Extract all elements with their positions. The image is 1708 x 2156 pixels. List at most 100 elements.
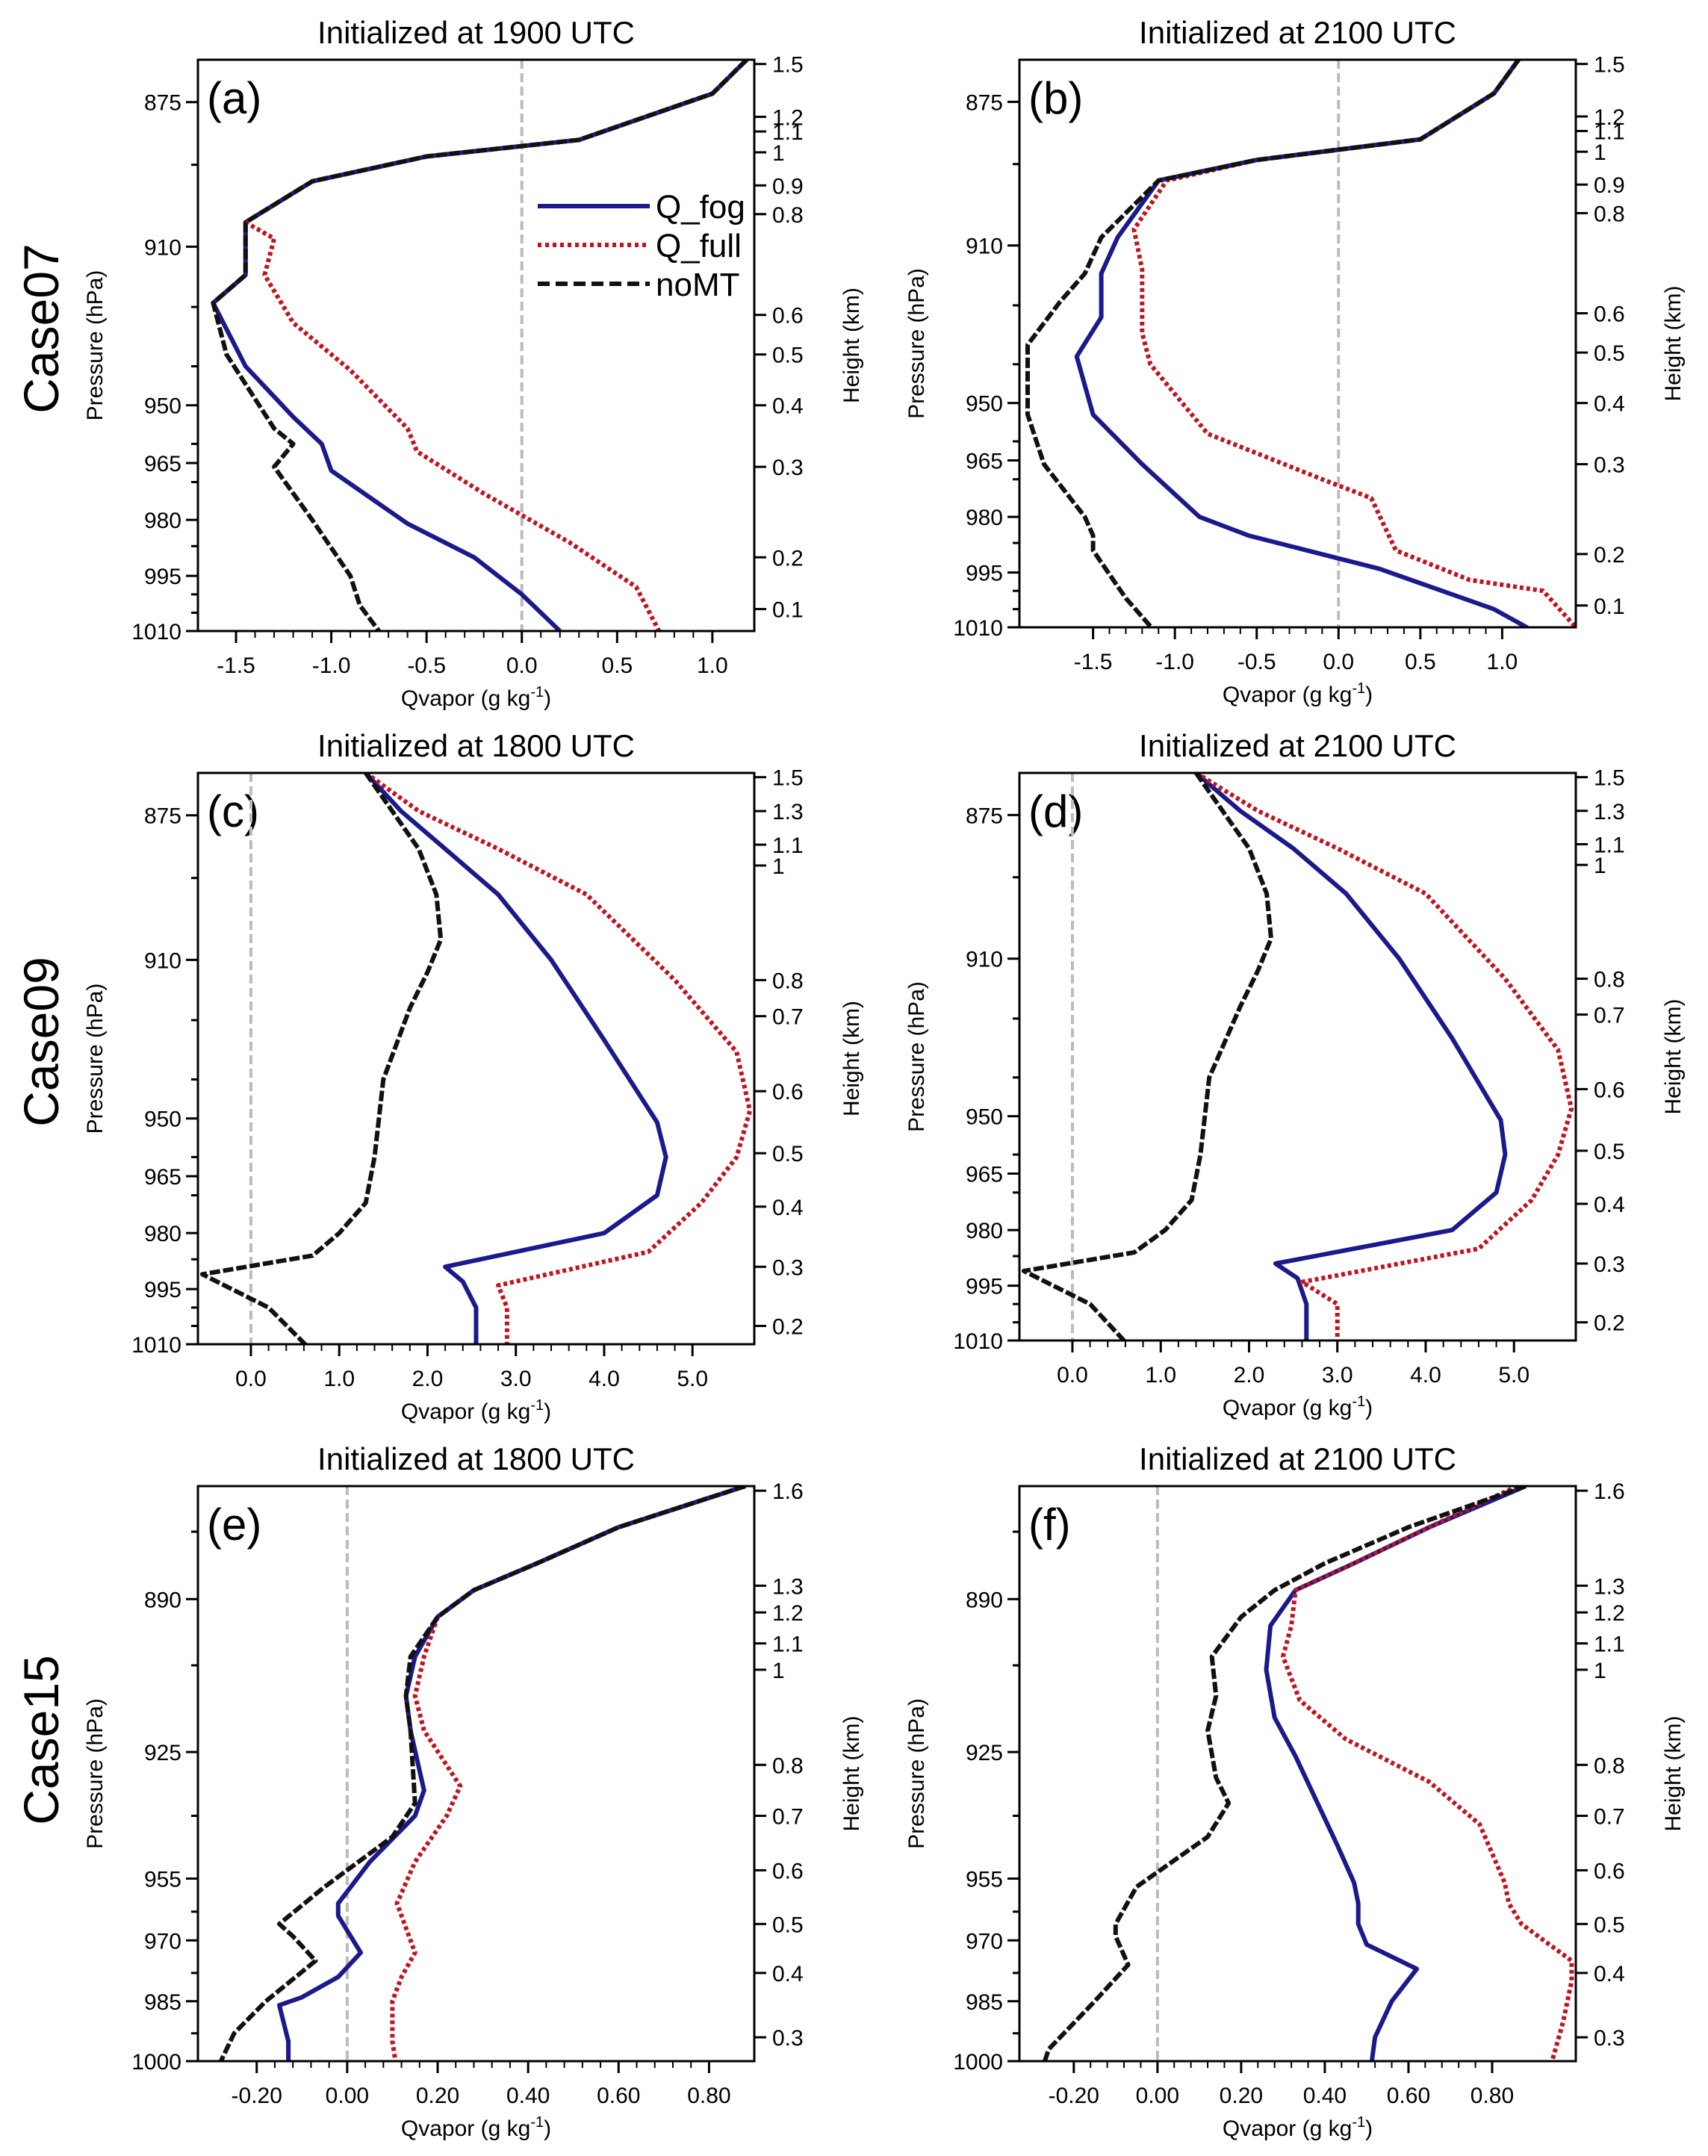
- height-tick-label: 0.9: [772, 174, 804, 199]
- y-tick-label: 1010: [131, 1333, 181, 1358]
- panel-e: Initialized at 1800 UTC (e) 890 925 955 970 98…: [83, 1441, 864, 2141]
- y-tick-label: 995: [966, 1275, 1003, 1299]
- y-tick-label: 890: [966, 1588, 1003, 1612]
- panel-title: Initialized at 2100 UTC: [1139, 728, 1456, 763]
- x-tick-label: -0.20: [1049, 2084, 1099, 2108]
- height-tick-label: 1.5: [1594, 53, 1625, 78]
- y-tick-label: 995: [144, 565, 181, 589]
- x-tick-label: 0.00: [1136, 2084, 1179, 2108]
- height-tick-label: 1.2: [772, 105, 804, 130]
- y-tick-label: 1010: [953, 616, 1003, 641]
- y-tick-label: 955: [144, 1868, 181, 1892]
- y-tick-label: 1000: [953, 2050, 1003, 2075]
- x-tick-label: 1.0: [323, 1367, 355, 1391]
- x-tick-label: 0.80: [687, 2084, 730, 2108]
- height-tick-label: 1: [1594, 854, 1606, 878]
- panel-title: Initialized at 1800 UTC: [317, 1441, 635, 1476]
- y-axis-label: Pressure (hPa): [904, 981, 929, 1132]
- height-tick-label: 1.5: [1594, 766, 1625, 791]
- x-tick-label: 5.0: [677, 1367, 708, 1391]
- series-line-q-full: [1194, 773, 1574, 1340]
- y-tick-label: 875: [144, 91, 181, 116]
- x-tick-label: 0.60: [1387, 2084, 1430, 2108]
- x-tick-label: 0.0: [1323, 650, 1354, 674]
- height-tick-label: 1.5: [772, 766, 804, 791]
- x-tick-label: 1.0: [1487, 650, 1518, 674]
- x-tick-label: 0.5: [601, 653, 633, 678]
- height-tick-label: 1.3: [1594, 1574, 1625, 1599]
- panel-f: Initialized at 2100 UTC (f) 890 925 955 970 98…: [904, 1441, 1686, 2141]
- y-tick-label: 875: [966, 90, 1003, 115]
- height-tick-label: 0.6: [1594, 302, 1625, 326]
- plot-frame: [196, 58, 756, 633]
- height-tick-label: 1: [772, 854, 785, 879]
- x-tick-label: 0.0: [235, 1367, 267, 1391]
- x-axis-label: Qvapor (g kg-1): [1223, 1394, 1373, 1420]
- x-tick-label: 4.0: [1410, 1363, 1441, 1388]
- y2-axis-label: Height (km): [839, 1001, 864, 1116]
- panel-letter: (f): [1028, 1500, 1071, 1550]
- panel-letter: (e): [207, 1500, 261, 1550]
- height-tick-label: 0.3: [772, 1255, 804, 1280]
- height-tick-label: 0.4: [772, 394, 804, 419]
- y-tick-label: 985: [144, 1990, 181, 2015]
- height-tick-label: 0.8: [1594, 1753, 1625, 1778]
- panel-letter: (d): [1028, 786, 1083, 836]
- height-tick-label: 0.5: [772, 1142, 804, 1166]
- height-tick-label: 0.8: [1594, 968, 1625, 992]
- series-line-nomt: [211, 60, 748, 631]
- height-tick-label: 1: [1594, 1659, 1606, 1683]
- height-tick-label: 1.1: [772, 120, 804, 145]
- height-tick-label: 1.1: [1594, 119, 1625, 144]
- y-axis-label: Pressure (hPa): [904, 1698, 929, 1849]
- y-tick-label: 950: [144, 394, 181, 419]
- series-line-nomt: [1025, 60, 1521, 627]
- y2-axis-label: Height (km): [1661, 998, 1686, 1114]
- height-tick-label: 0.8: [772, 1753, 804, 1778]
- height-tick-label: 1.1: [772, 1632, 804, 1657]
- y2-axis-label: Height (km): [1661, 285, 1686, 401]
- plot-area: [1025, 60, 1576, 627]
- x-axis-label: Qvapor (g kg-1): [1223, 680, 1373, 707]
- height-tick-label: 0.5: [1594, 341, 1625, 366]
- height-tick-label: 0.2: [1594, 1311, 1625, 1336]
- height-tick-label: 1.1: [1594, 833, 1625, 857]
- x-tick-label: 0.00: [326, 2084, 369, 2108]
- y-tick-label: 965: [144, 1165, 181, 1190]
- row-label-case15: Case15: [13, 1655, 69, 1825]
- y-axis-label: Pressure (hPa): [83, 984, 108, 1134]
- y-tick-label: 980: [144, 509, 181, 533]
- height-tick-label: 0.6: [1594, 1078, 1625, 1102]
- x-tick-label: 5.0: [1498, 1363, 1530, 1388]
- y-tick-label: 965: [144, 452, 181, 476]
- y-tick-label: 925: [966, 1741, 1003, 1765]
- height-tick-label: 0.6: [772, 1859, 804, 1883]
- y-tick-label: 965: [966, 1162, 1003, 1187]
- height-tick-label: 0.6: [772, 1080, 804, 1105]
- plot-frame: [1018, 771, 1577, 1342]
- y-axis-label: Pressure (hPa): [83, 1698, 108, 1849]
- series-line-q-full: [1280, 1486, 1574, 2061]
- height-tick-label: 1: [1594, 140, 1606, 165]
- x-tick-label: 0.0: [1057, 1363, 1088, 1388]
- y2-axis-label: Height (km): [839, 288, 864, 403]
- height-tick-label: 1.2: [772, 1601, 804, 1626]
- height-tick-label: 0.7: [772, 1005, 804, 1030]
- y-tick-label: 1010: [131, 620, 181, 644]
- height-tick-label: 0.8: [1594, 202, 1625, 226]
- series-line-q-fog: [1194, 773, 1508, 1340]
- x-tick-label: -0.5: [407, 653, 446, 678]
- plot-frame: [196, 771, 756, 1346]
- plot-area: [218, 1486, 746, 2061]
- panel-d: Initialized at 2100 UTC (d) 875 910 950 965 98…: [904, 728, 1686, 1420]
- series-line-nomt: [218, 1486, 746, 2061]
- height-tick-label: 0.3: [1594, 1252, 1625, 1277]
- x-tick-label: -1.5: [217, 653, 255, 678]
- x-axis-label: Qvapor (g kg-1): [1223, 2114, 1373, 2141]
- row-label-case09: Case09: [13, 957, 69, 1127]
- row-label-case07: Case07: [13, 243, 69, 414]
- height-tick-label: 0.6: [1594, 1859, 1625, 1883]
- height-tick-label: 0.2: [1594, 543, 1625, 568]
- height-tick-label: 1.6: [1594, 1479, 1625, 1504]
